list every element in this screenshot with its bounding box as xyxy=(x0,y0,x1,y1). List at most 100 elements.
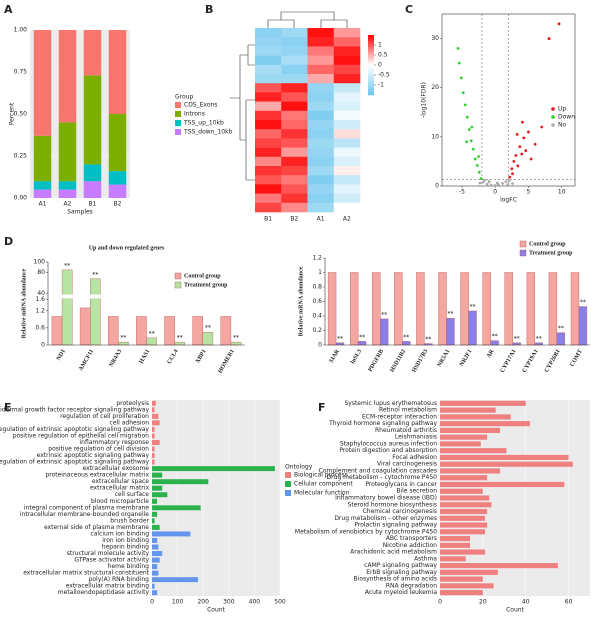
bar xyxy=(416,272,425,346)
bar xyxy=(90,278,101,346)
y-tick-label: Protein digestion and absorption xyxy=(339,447,437,454)
point xyxy=(557,22,561,26)
bar xyxy=(152,413,159,419)
y-axis-title: Percent xyxy=(9,102,16,125)
bar-segment xyxy=(108,171,127,185)
bar-segment xyxy=(108,114,127,172)
point xyxy=(481,180,485,184)
bar-segment xyxy=(83,181,102,198)
heatmap-cell xyxy=(281,74,308,84)
bar xyxy=(490,340,499,346)
heatmap-cell xyxy=(307,74,335,84)
heatmap-cell xyxy=(255,175,282,185)
y-tick-label: integral component of plasma membrane xyxy=(24,504,149,511)
legend-swatch xyxy=(285,472,291,478)
bar xyxy=(152,590,158,596)
y-tick-label: poly(A) RNA binding xyxy=(89,576,150,583)
heatmap-cell xyxy=(281,120,308,130)
bar xyxy=(440,569,498,575)
heatmap-cell xyxy=(255,156,282,167)
heatmap-cell xyxy=(333,175,361,185)
bar xyxy=(174,341,185,346)
bar xyxy=(152,453,155,459)
bar xyxy=(152,485,163,491)
point xyxy=(467,128,471,131)
y-tick-label: 20 xyxy=(431,84,439,91)
point xyxy=(478,181,482,185)
heatmap-cell xyxy=(307,147,335,158)
bar xyxy=(152,492,168,498)
y-tick-label: 0.25 xyxy=(14,153,28,160)
heatmap-cell xyxy=(333,83,361,93)
bar-segment xyxy=(58,189,77,198)
colorbar-step xyxy=(368,63,374,66)
heatmap-cell xyxy=(255,92,282,102)
significance-label: ** xyxy=(381,311,387,318)
legend-label: Treatment group xyxy=(184,282,228,288)
bar xyxy=(220,316,232,346)
y-tick-label: extracellular space xyxy=(92,478,149,485)
point xyxy=(469,139,473,143)
y-tick-label: Prolactin signaling pathway xyxy=(354,522,437,529)
heatmap-cell xyxy=(255,64,282,75)
heatmap-cell xyxy=(333,120,361,130)
panel-letter: F xyxy=(318,401,326,414)
heatmap-cell xyxy=(255,110,282,121)
y-axis-title: Relative mRNA abundance xyxy=(21,268,27,338)
point xyxy=(477,170,481,174)
bar xyxy=(534,342,543,346)
heatmap-cell xyxy=(307,202,335,213)
heatmap-cell xyxy=(333,138,361,148)
bar xyxy=(152,518,155,524)
heatmap-cell xyxy=(255,28,282,38)
heatmap-cell xyxy=(333,193,361,204)
x-tick-label: 100 xyxy=(172,599,184,606)
y-tick-label: Bile secretion xyxy=(396,488,437,495)
y-tick-label: Acute myeloid leukemia xyxy=(365,589,437,596)
legend-swatch xyxy=(175,120,181,126)
heatmap-cell xyxy=(255,184,282,194)
bar xyxy=(440,454,569,461)
significance-label: ** xyxy=(558,325,564,332)
legend-label: Biological process xyxy=(294,472,348,479)
point xyxy=(511,182,514,185)
heatmap-cell xyxy=(255,166,282,176)
colorbar-step xyxy=(368,75,374,78)
heatmap-cell xyxy=(333,129,361,139)
y-tick-label: structural molecule activity xyxy=(67,550,150,557)
y-tick-label: brush border xyxy=(110,517,149,524)
bar xyxy=(152,479,209,485)
legend-label: Cellular component xyxy=(294,481,353,488)
bar xyxy=(440,414,511,420)
bar xyxy=(152,472,163,478)
colorbar-step xyxy=(368,71,374,74)
colorbar-step xyxy=(368,35,374,38)
bar xyxy=(152,524,160,530)
heatmap-cell xyxy=(333,147,361,158)
bar xyxy=(152,505,201,511)
bar xyxy=(152,400,156,406)
heatmap-cell xyxy=(333,64,361,75)
bar xyxy=(79,307,91,346)
y-tick-label: Focal adhesion xyxy=(392,454,437,461)
x-tick-label: HOMER1 xyxy=(217,349,235,375)
y-tick-label: cAMP signaling pathway xyxy=(364,562,437,569)
x-tick-label: SIAR xyxy=(329,348,342,364)
x-tick-label: 0 xyxy=(493,189,497,196)
bar-segment xyxy=(83,75,102,165)
colorbar-step xyxy=(368,79,374,82)
column-label: B1 xyxy=(264,216,272,223)
colorbar-step xyxy=(368,55,374,58)
column-label: A1 xyxy=(317,216,325,223)
y-tick-label: proteinaceous extracellular matrix xyxy=(45,472,149,479)
y-tick-label: Metabolism of xenobiotics by cytochrome … xyxy=(295,528,437,535)
heatmap-cell xyxy=(281,202,308,213)
bar xyxy=(440,556,466,562)
point xyxy=(495,181,499,185)
point xyxy=(547,37,551,40)
heatmap-cell xyxy=(333,156,361,167)
legend-label: Treatment group xyxy=(529,250,573,256)
bar xyxy=(152,439,160,445)
bar xyxy=(512,342,521,346)
bar xyxy=(152,407,155,413)
